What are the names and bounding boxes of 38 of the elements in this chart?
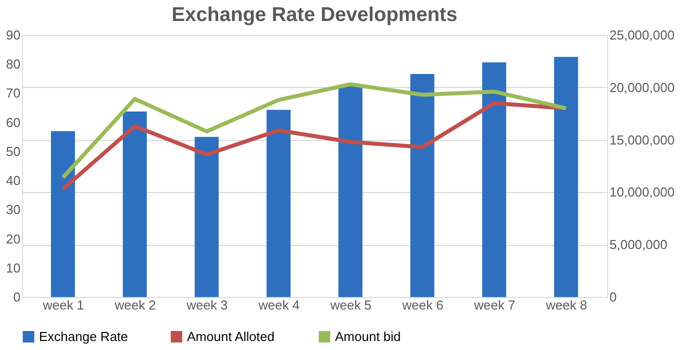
x-tick-label: week 5 [329,298,372,312]
y-tick-label: 60 [6,114,20,130]
y2-tick-label: 0 [610,290,617,304]
line-series [60,82,568,180]
x-tick-label: week 6 [401,298,444,312]
bar [410,74,434,297]
y2-tick-label: 10,000,000 [610,184,675,200]
x-tick-label: week 2 [114,298,156,312]
y-tick-label: 80 [6,56,20,72]
x-tick-label: week 7 [473,298,516,312]
legend-label: Exchange Rate [39,328,128,344]
y-tick-label: 70 [6,86,20,101]
y-tick-label: 0 [13,290,20,304]
y-tick-label: 90 [6,28,20,42]
legend-label: Amount bid [335,328,401,344]
y-tick-label: 30 [6,202,20,218]
line-series [60,101,568,192]
y2-tick-label: 5,000,000 [610,237,668,252]
y2-tick-label: 20,000,000 [610,80,675,95]
bar [554,56,578,297]
x-tick-label: week 8 [544,298,588,312]
legend-label: Amount Alloted [187,328,274,344]
bar [194,136,219,297]
x-tick-label: week 3 [186,298,228,312]
chart-title: Exchange Rate Developments [172,4,458,26]
y-tick-label: 20 [6,231,20,246]
bar [338,86,362,297]
bar [122,112,147,297]
bar [50,131,75,297]
y2-tick-label: 25,000,000 [610,28,675,42]
y-tick-label: 40 [6,173,20,188]
x-tick-label: week 1 [42,298,84,312]
x-tick-label: week 4 [257,298,300,312]
bar [482,62,506,297]
y-tick-label: 50 [6,144,20,159]
bar [266,110,291,297]
y2-tick-label: 15,000,000 [610,132,675,148]
y-tick-label: 10 [6,260,20,276]
